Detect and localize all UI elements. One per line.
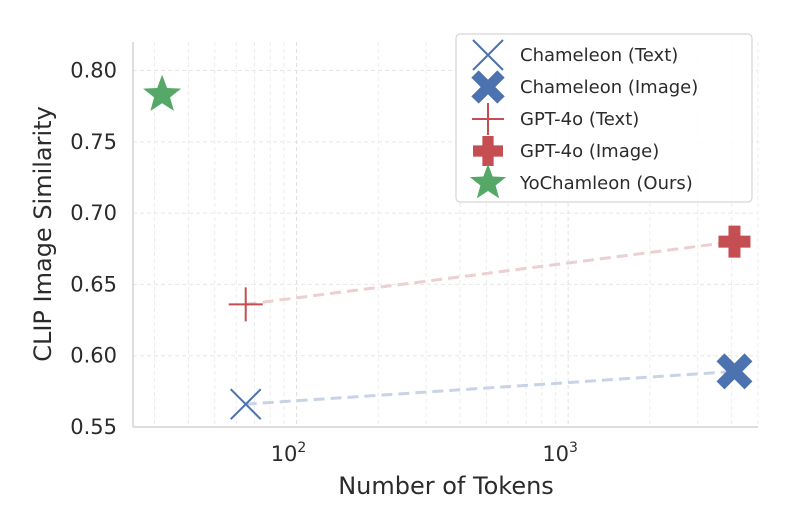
connector-line [245,369,735,406]
x-stroke [471,70,505,104]
connector-line [245,240,735,306]
gpt4o-text-marker [228,287,263,322]
star-shape [143,74,182,111]
axes [132,42,758,428]
y-ticks: 0.55 0.60 0.65 0.70 0.75 0.80 [70,59,117,439]
star-shape [469,164,507,199]
legend-label: YoChamleon (Ours) [519,173,693,194]
y-tick-label: 0.55 [70,415,117,439]
legend-box [455,33,753,203]
connector-lines [245,240,735,406]
gpt4o-image-marker [718,225,751,258]
legend-marker [472,103,504,135]
legend: Chameleon (Text) Chameleon (Image) GPT-4o … [455,33,753,203]
x-tick-base: 10 [542,442,569,466]
chameleon-text-marker [230,388,262,420]
data-markers [143,74,753,420]
x-stroke [716,353,753,390]
legend-marker [473,136,503,166]
legend-label: Chameleon (Text) [520,45,678,66]
legend-label: GPT-4o (Image) [520,141,659,162]
x-axis-label: Number of Tokens [338,472,554,500]
y-tick-label: 0.75 [70,130,117,154]
x-stroke [230,388,262,420]
x-tick-base: 10 [271,442,298,466]
legend-marker [472,39,504,71]
x-tick-label: 103 [542,440,578,466]
yochamleon-marker [143,74,182,111]
x-stroke [472,39,504,71]
legend-marker [471,70,505,104]
x-tick-label: 102 [271,440,307,466]
x-tick-exponent: 2 [297,440,306,456]
y-tick-label: 0.60 [70,344,117,368]
y-tick-label: 0.80 [70,59,117,83]
legend-marker [469,164,507,199]
x-tick-exponent: 3 [569,440,578,456]
x-ticks: 102 103 [271,440,578,466]
y-axis-label: CLIP Image Similarity [29,106,57,362]
legend-label: Chameleon (Image) [520,77,698,98]
legend-label: GPT-4o (Text) [520,109,639,130]
y-tick-label: 0.65 [70,272,117,296]
chameleon-image-marker [716,353,753,390]
y-tick-label: 0.70 [70,201,117,225]
